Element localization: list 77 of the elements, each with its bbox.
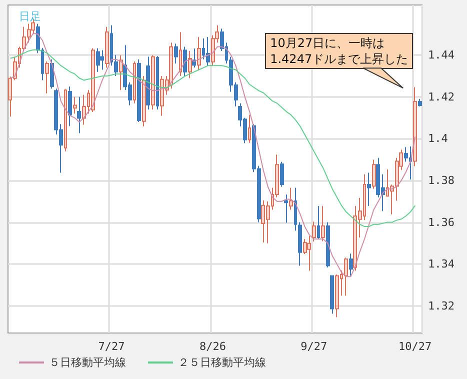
candlestick bbox=[179, 32, 182, 77]
candlestick bbox=[215, 24, 219, 44]
y-tick-label: 1.42 bbox=[428, 90, 454, 104]
annotation: 10月27日に、一時は 1.4247ドルまで上昇した bbox=[265, 33, 414, 70]
candlestick bbox=[344, 257, 348, 296]
candlestick bbox=[312, 221, 316, 242]
candlestick bbox=[303, 238, 307, 255]
candlestick bbox=[317, 205, 320, 240]
legend-label: ２５日移動平均線 bbox=[178, 356, 266, 369]
candlestick bbox=[266, 200, 270, 244]
candlestick bbox=[413, 86, 417, 167]
candlestick bbox=[418, 98, 422, 107]
candlestick bbox=[275, 154, 279, 198]
candlestick bbox=[289, 187, 293, 210]
candlestick bbox=[82, 94, 86, 126]
candlestick bbox=[73, 96, 77, 114]
candlestick bbox=[211, 34, 215, 66]
candlestick bbox=[188, 50, 192, 79]
candlestick bbox=[197, 36, 201, 70]
candlestick bbox=[77, 96, 81, 134]
candlestick bbox=[119, 54, 123, 91]
candlestick bbox=[372, 159, 376, 190]
candlestick bbox=[133, 60, 136, 104]
x-tick-label: 8/26 bbox=[199, 340, 226, 353]
candlestick bbox=[284, 194, 288, 224]
candlestick bbox=[326, 222, 330, 268]
candlestick bbox=[321, 205, 325, 242]
candlestick bbox=[27, 23, 31, 44]
candlestick bbox=[87, 90, 90, 114]
y-tick-label: 1.38 bbox=[428, 174, 454, 187]
candlestick bbox=[174, 43, 178, 64]
candlestick bbox=[363, 174, 366, 221]
y-tick-label: 1.36 bbox=[428, 216, 454, 229]
candlestick bbox=[399, 149, 403, 171]
candlestick bbox=[395, 157, 399, 202]
candlestick bbox=[183, 46, 187, 77]
candlestick bbox=[142, 76, 146, 127]
candlestick bbox=[248, 114, 251, 144]
candlestick bbox=[68, 86, 72, 127]
candlestick bbox=[340, 270, 343, 296]
x-tick-label: 9/27 bbox=[300, 340, 328, 353]
candlestick bbox=[386, 168, 389, 197]
candlestick bbox=[349, 253, 353, 276]
candlestick bbox=[280, 161, 284, 188]
candlestick bbox=[358, 197, 362, 238]
y-tick-label: 1.34 bbox=[428, 258, 455, 271]
candlestick bbox=[261, 200, 265, 244]
candlestick bbox=[96, 48, 100, 72]
candlestick bbox=[64, 88, 67, 152]
candlestick bbox=[105, 26, 109, 68]
candlestick bbox=[160, 76, 164, 116]
line-series bbox=[10, 49, 416, 227]
candlestick bbox=[151, 54, 155, 110]
candlestick bbox=[91, 48, 95, 112]
candlestick bbox=[307, 235, 311, 272]
legend-label: ５日移動平均線 bbox=[49, 356, 126, 369]
candlestick bbox=[335, 274, 339, 318]
candlestick bbox=[137, 58, 141, 122]
y-tick-label: 1.32 bbox=[428, 299, 454, 312]
text: 日足 bbox=[19, 10, 41, 23]
candlestick bbox=[156, 56, 159, 110]
x-tick-label: 7/27 bbox=[98, 340, 125, 353]
candlestick bbox=[45, 60, 49, 94]
y-tick-label: 1.4 bbox=[428, 132, 448, 146]
candlestick bbox=[50, 58, 54, 90]
candlestick bbox=[8, 76, 12, 118]
candlestick bbox=[330, 274, 334, 314]
candlestick bbox=[390, 184, 394, 215]
line-series bbox=[10, 32, 416, 278]
candlestick bbox=[146, 56, 150, 110]
x-tick-label: 10/27 bbox=[398, 340, 432, 353]
candlestick bbox=[367, 172, 371, 206]
y-tick-label: 1.44 bbox=[428, 48, 455, 62]
candlestick bbox=[100, 50, 104, 70]
candlestick bbox=[169, 42, 173, 90]
candlestick bbox=[353, 205, 357, 272]
candlestick bbox=[206, 36, 210, 66]
